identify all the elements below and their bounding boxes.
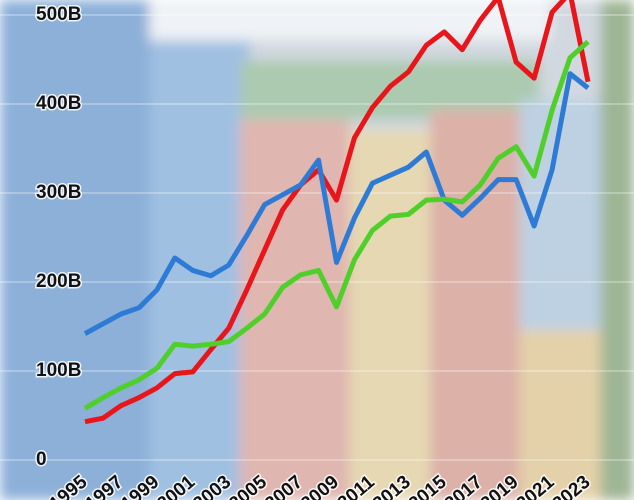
data-line [84,0,591,425]
y-tick-label: 0 [36,449,47,470]
data-line [83,39,590,411]
y-tick-label: 500B [36,4,81,25]
y-tick-label: 400B [36,93,81,114]
y-tick-label: 100B [36,360,81,381]
data-line [83,71,590,336]
y-tick-label: 300B [36,182,81,203]
y-tick-label: 200B [36,271,81,292]
